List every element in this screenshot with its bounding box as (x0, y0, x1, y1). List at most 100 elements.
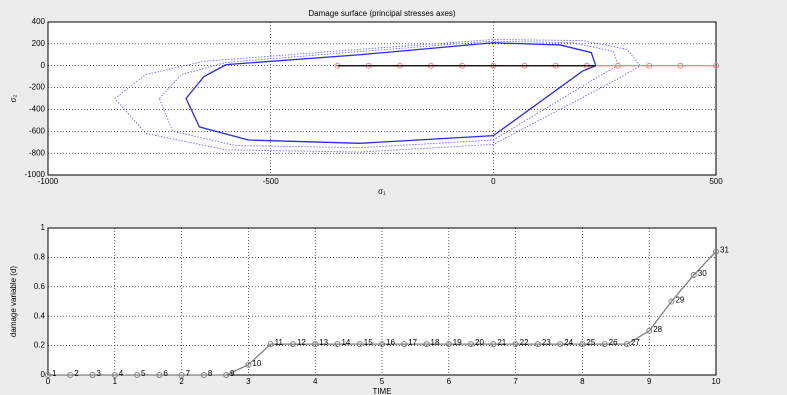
point-marker (423, 341, 430, 348)
x-tick-label: 3 (246, 377, 251, 386)
y-tick-label: 400 (32, 17, 46, 26)
point-marker (156, 372, 163, 378)
x-tick-label: -1000 (38, 177, 59, 186)
x-tick-label: 2 (179, 377, 184, 386)
point-label: 8 (208, 369, 213, 378)
y-tick-label: 0 (41, 370, 46, 379)
point-marker (45, 372, 51, 378)
point-label: 25 (586, 338, 595, 347)
y-tick-label: 0.4 (34, 311, 46, 320)
x-axis-label: σ₁ (378, 187, 386, 196)
point-label: 4 (119, 369, 124, 378)
point-marker (534, 341, 541, 348)
plot-area (47, 227, 717, 376)
point-label: 30 (698, 269, 707, 278)
x-tick-label: 6 (447, 377, 452, 386)
point-marker (445, 341, 452, 348)
point-marker (289, 341, 296, 348)
point-marker (646, 327, 653, 334)
point-marker (623, 341, 630, 348)
point-label: 23 (542, 338, 551, 347)
point-label: 1 (52, 369, 57, 378)
y-axis-label: damage variable (d) (9, 266, 18, 337)
point-marker (223, 372, 230, 378)
y-tick-label: -1000 (25, 170, 46, 179)
point-label: 28 (653, 325, 662, 334)
point-marker (67, 372, 74, 378)
point-marker (677, 62, 684, 69)
x-tick-label: 0 (46, 377, 51, 386)
x-tick-label: 500 (709, 177, 723, 186)
point-marker (557, 341, 564, 348)
point-label: 24 (564, 338, 573, 347)
point-label: 11 (275, 338, 284, 347)
series-line (185, 42, 597, 144)
x-tick-label: 10 (712, 377, 721, 386)
point-label: 31 (720, 246, 729, 255)
point-marker (267, 341, 274, 348)
point-marker (89, 372, 96, 378)
point-label: 3 (97, 369, 102, 378)
point-label: 2 (74, 369, 79, 378)
point-label: 12 (297, 338, 306, 347)
plot-area (47, 21, 717, 176)
point-marker (713, 248, 719, 255)
point-label: 7 (186, 369, 191, 378)
x-tick-label: 5 (380, 377, 385, 386)
y-tick-label: 0.6 (34, 282, 46, 291)
point-marker (646, 62, 653, 69)
point-marker (312, 341, 319, 348)
y-tick-label: -400 (29, 105, 46, 114)
point-marker (111, 372, 118, 378)
point-marker (601, 341, 608, 348)
point-marker (379, 341, 385, 348)
x-axis-label: TIME (372, 387, 391, 395)
point-marker (245, 361, 252, 368)
point-marker (668, 298, 675, 305)
point-label: 9 (230, 369, 235, 378)
x-tick-label: 8 (580, 377, 585, 386)
point-marker (356, 341, 363, 348)
point-label: 27 (631, 338, 640, 347)
point-label: 21 (497, 338, 506, 347)
point-marker (615, 62, 622, 69)
point-marker (579, 341, 586, 348)
point-label: 13 (319, 338, 328, 347)
point-label: 6 (163, 369, 168, 378)
point-marker (134, 372, 141, 378)
point-label: 19 (453, 338, 462, 347)
point-marker (178, 372, 185, 378)
x-tick-label: 1 (113, 377, 118, 386)
y-tick-label: 0 (41, 61, 46, 70)
point-label: 10 (252, 359, 261, 368)
point-label: 22 (520, 338, 529, 347)
x-tick-label: 9 (647, 377, 652, 386)
point-label: 29 (675, 296, 684, 305)
point-label: 20 (475, 338, 484, 347)
point-label: 14 (341, 338, 350, 347)
x-tick-label: 0 (491, 177, 496, 186)
x-tick-label: 7 (513, 377, 518, 386)
point-label: 16 (386, 338, 395, 347)
y-tick-label: -800 (29, 148, 46, 157)
point-marker (713, 62, 719, 69)
point-marker (512, 341, 519, 348)
y-tick-label: -600 (29, 126, 46, 135)
y-tick-label: 200 (32, 39, 46, 48)
point-marker (468, 341, 475, 348)
point-label: 17 (408, 338, 417, 347)
point-marker (200, 372, 207, 378)
point-marker (334, 341, 341, 348)
series-line (114, 39, 641, 153)
point-marker (690, 272, 697, 279)
x-tick-label: 4 (313, 377, 318, 386)
point-label: 15 (364, 338, 373, 347)
point-label: 5 (141, 369, 146, 378)
point-marker (401, 341, 408, 348)
y-tick-label: 0.8 (34, 253, 46, 262)
y-axis-label: σ₂ (9, 94, 18, 102)
point-marker (490, 341, 497, 348)
y-tick-label: 1 (41, 223, 46, 232)
series-line (48, 251, 717, 376)
